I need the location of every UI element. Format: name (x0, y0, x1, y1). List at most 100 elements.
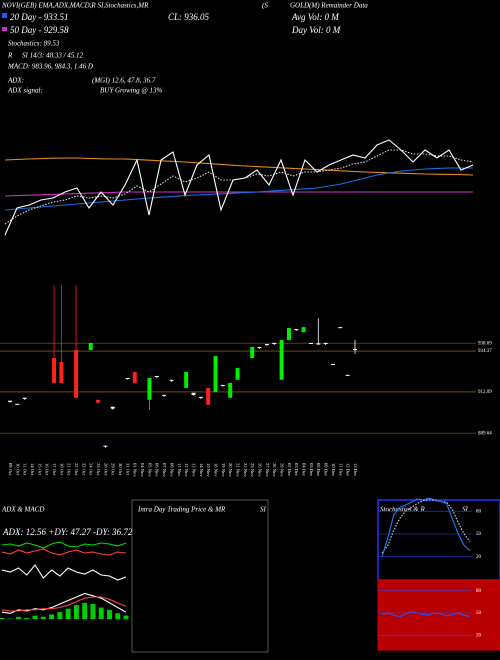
close-price: CL: 936.05 (168, 12, 210, 22)
day-volume: Day Vol: 0 M (291, 25, 341, 35)
line-series (1, 541, 127, 549)
candle-body (257, 346, 262, 349)
x-tick-label: 02 Dec (287, 463, 292, 476)
line-series (1, 564, 127, 581)
candle-body (59, 362, 64, 383)
stochastics-box (377, 499, 500, 581)
candle-body (294, 328, 299, 331)
candle-body (103, 445, 108, 447)
candle-body (8, 400, 12, 402)
y-tick-label: 938.69 (478, 341, 492, 346)
panel-title: SI (462, 506, 469, 514)
candle-body (162, 394, 167, 396)
line-series (4, 167, 473, 211)
source: GOLD(M) Remainder Data (290, 2, 368, 10)
x-tick-label: 29 Oct (111, 463, 116, 476)
x-tick-label: 10 Dec (331, 463, 336, 476)
y-tick-label: 912.09 (478, 390, 492, 395)
x-tick-label: 06 Dec (316, 463, 321, 476)
x-tick-label: 29 Nov (280, 463, 285, 477)
line-series (4, 157, 474, 176)
x-tick-label: 28 Nov (272, 463, 277, 477)
candle-body (110, 406, 115, 409)
x-tick-label: 25 Oct (96, 463, 101, 476)
adx-signal: BUY Growing @ 13% (100, 87, 163, 95)
ema20: 20 Day - 933.51 (10, 12, 69, 22)
histogram-bar (123, 615, 129, 620)
x-tick-label: 10 Oct (15, 463, 20, 476)
candle-body (338, 327, 343, 329)
line-series (381, 610, 471, 618)
candle-body (220, 384, 225, 386)
candle-body (250, 346, 255, 358)
candle-body (125, 377, 130, 379)
candle-body (198, 396, 203, 398)
line-series (381, 499, 471, 554)
rsi-value: SI 14/3: 48.33 / 45.12 (22, 52, 84, 60)
x-tick-label: 18 Nov (213, 463, 218, 477)
x-tick-label: 01 Nov (133, 463, 138, 477)
candle-body (279, 339, 284, 380)
macd-value: MACD: 983.96, 984.3, 1.46 D (7, 63, 93, 71)
x-tick-label: 04 Nov (140, 463, 145, 477)
x-tick-label: 22 Oct (74, 463, 79, 476)
histogram-bar (24, 618, 30, 620)
x-tick-label: 19 Nov (221, 463, 226, 477)
candle-body (88, 342, 93, 351)
histogram-bar (32, 615, 38, 620)
x-tick-label: 13 Dec (353, 463, 358, 476)
x-tick-label: 09 Oct (8, 463, 13, 476)
x-tick-label: 31 Oct (125, 463, 130, 476)
x-tick-label: 21 Oct (67, 463, 72, 476)
histogram-bar (90, 604, 96, 620)
x-tick-label: 18 Oct (59, 463, 64, 476)
histogram-bar (65, 608, 71, 620)
adx-signal-label: ADX signal: (7, 87, 43, 95)
y-tick-label: 50 (476, 532, 482, 537)
candle-body (228, 382, 233, 398)
y-tick-label: 20 (476, 633, 482, 638)
legend-swatch (2, 27, 7, 31)
x-tick-label: 07 Nov (162, 463, 167, 477)
x-tick-label: 03 Dec (294, 463, 299, 476)
candle-body (206, 387, 211, 405)
source: NOVI(GEB) EMA,ADX,MACD,R SI,Stochastics,… (1, 2, 149, 10)
x-tick-label: 05 Nov (147, 463, 152, 477)
rsi-box (377, 579, 500, 651)
y-tick-label: 50 (476, 611, 482, 616)
line-series (1, 596, 127, 612)
histogram-bar (73, 605, 79, 620)
x-tick-label: 15 Nov (206, 463, 211, 477)
candle-body (308, 342, 313, 344)
candle-body (316, 343, 321, 345)
candle-body (147, 377, 152, 400)
legend-swatch (2, 13, 7, 18)
avg-volume: Avg Vol: 0 M (291, 12, 339, 22)
y-tick-label: 20 (476, 555, 482, 560)
x-tick-label: 24 Oct (89, 463, 94, 476)
candle-body (286, 328, 291, 340)
rsi-label: R (7, 52, 13, 60)
candle-body (353, 348, 357, 350)
adx-value: (MGI) 12.6, 47.8, 36.7 (92, 77, 156, 85)
histogram-bar (7, 618, 13, 620)
candle-body (235, 367, 240, 380)
x-tick-label: 28 Oct (103, 463, 108, 476)
x-tick-label: 08 Nov (169, 463, 174, 477)
x-tick-label: 12 Dec (346, 463, 351, 476)
x-tick-label: 30 Oct (118, 463, 123, 476)
ema50: 50 Day - 929.58 (10, 25, 69, 35)
x-tick-label: 23 Oct (81, 463, 86, 476)
x-tick-label: 14 Nov (199, 463, 204, 477)
x-tick-label: 20 Nov (228, 463, 233, 477)
y-tick-label: 889.64 (478, 431, 492, 436)
candle-body (169, 379, 174, 381)
candle-body (191, 392, 196, 395)
candle-body (132, 371, 137, 383)
panel-title: SI (260, 506, 267, 514)
adx-label: ADX: (7, 77, 24, 85)
candle-body (323, 342, 328, 345)
source: (S (262, 2, 268, 10)
candle-body (52, 357, 57, 383)
